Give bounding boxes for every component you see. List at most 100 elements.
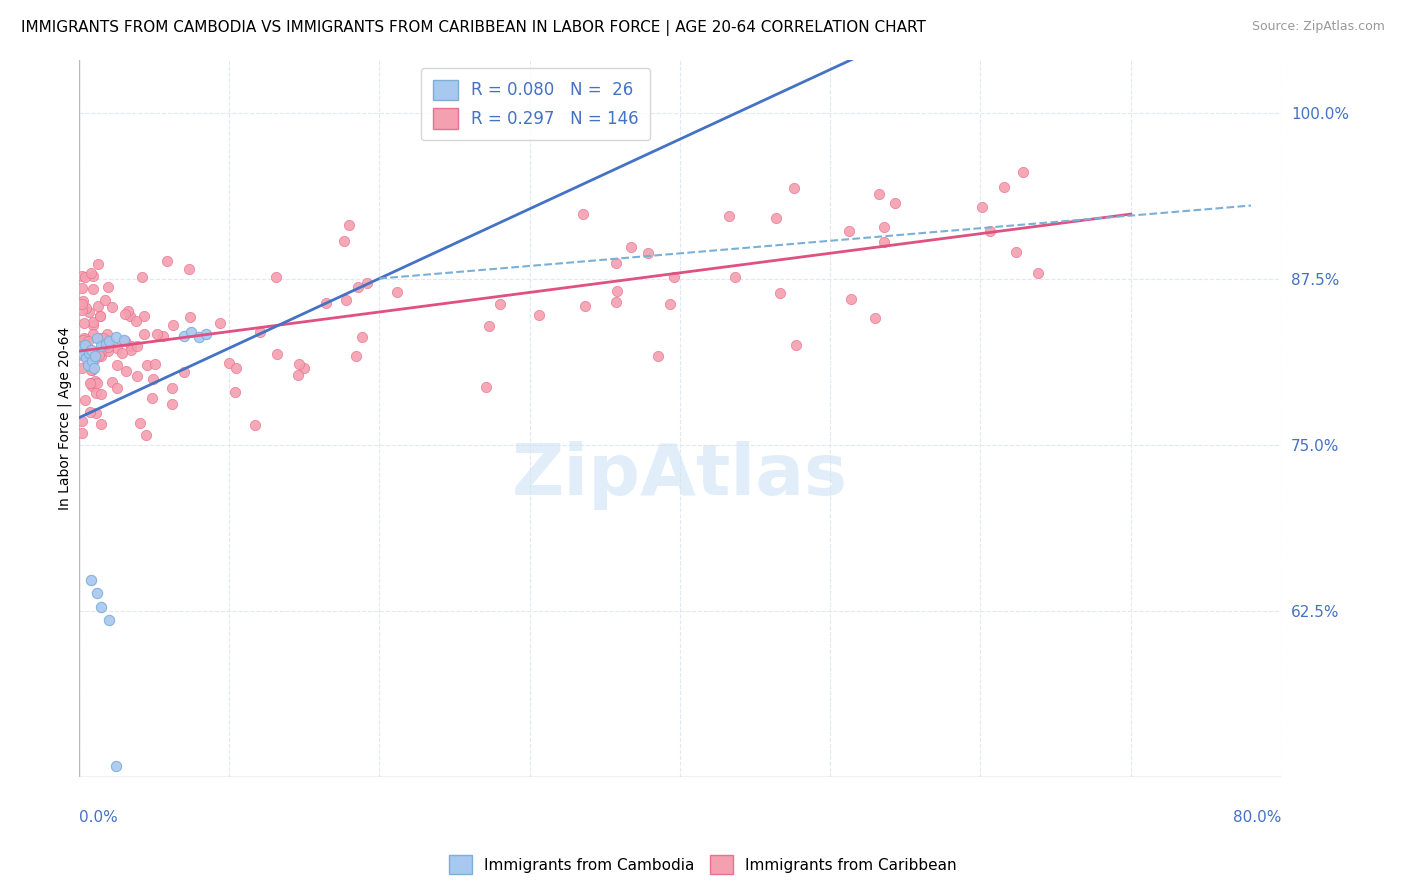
Point [73,392,96,407]
Point [131,269,153,284]
Point [873,235,896,250]
Point [89,310,111,324]
Point [489,297,512,311]
Point [249,325,271,339]
Legend: R = 0.080   N =  26, R = 0.297   N = 146: R = 0.080 N = 26, R = 0.297 N = 146 [420,68,650,140]
Text: 0.0%: 0.0% [79,810,117,825]
Point [97,334,120,348]
Point [868,186,890,201]
Point [90,599,112,614]
Point [287,368,309,382]
Point [315,295,337,310]
Point [114,334,136,348]
Point [70,297,93,311]
Point [101,300,124,314]
Point [224,384,246,399]
Point [245,418,267,433]
Point [87,257,110,271]
Point [117,304,139,318]
Point [70,281,93,295]
Point [385,285,408,300]
Point [84,386,107,401]
Point [105,759,128,773]
Point [73,331,96,345]
Point [90,417,112,432]
Point [79,376,101,391]
Point [647,350,669,364]
Point [195,327,218,342]
Point [1011,164,1033,178]
Point [218,356,240,370]
Point [79,347,101,361]
Point [77,304,100,318]
Point [606,284,628,298]
Point [91,331,114,345]
Point [134,326,156,341]
Point [70,337,93,351]
Point [82,354,104,368]
Point [82,315,104,329]
Text: 80.0%: 80.0% [1233,810,1281,825]
Point [120,339,142,353]
Point [620,240,643,254]
Point [83,269,105,284]
Point [70,268,93,283]
Point [75,332,97,346]
Point [72,333,94,347]
Point [527,308,550,322]
Point [97,333,120,347]
Point [266,347,288,361]
Point [356,276,378,290]
Point [86,331,108,345]
Point [637,246,659,260]
Point [287,357,309,371]
Point [70,339,93,353]
Point [107,358,129,372]
Point [146,326,169,341]
Point [96,327,118,342]
Point [142,372,165,386]
Point [87,299,110,313]
Point [111,346,134,360]
Point [79,356,101,370]
Text: Source: ZipAtlas.com: Source: ZipAtlas.com [1251,20,1385,33]
Point [266,269,288,284]
Point [83,353,105,368]
Point [173,328,195,343]
Legend: Immigrants from Cambodia, Immigrants from Caribbean: Immigrants from Cambodia, Immigrants fro… [443,849,963,880]
Point [333,234,356,248]
Point [180,325,202,339]
Point [129,416,152,430]
Point [1026,266,1049,280]
Point [87,348,110,362]
Point [1005,244,1028,259]
Point [80,379,103,393]
Point [84,375,107,389]
Point [105,341,128,355]
Point [80,267,103,281]
Point [90,339,112,353]
Point [70,414,93,428]
Point [718,209,741,223]
Point [839,292,862,306]
Point [90,343,112,358]
Point [769,286,792,301]
Point [152,328,174,343]
Point [135,359,157,373]
Point [79,573,101,587]
Point [79,405,101,419]
Point [160,397,183,411]
Point [724,269,747,284]
Point [73,336,96,351]
Point [77,346,100,360]
Point [89,346,111,360]
Point [125,368,148,383]
Point [79,343,101,358]
Point [84,349,107,363]
Point [141,391,163,405]
Point [979,224,1001,238]
Point [82,318,104,332]
Point [94,293,117,308]
Point [605,294,627,309]
Point [105,330,128,344]
